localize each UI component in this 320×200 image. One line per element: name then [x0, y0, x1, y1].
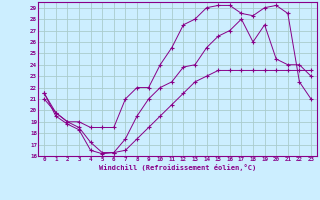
X-axis label: Windchill (Refroidissement éolien,°C): Windchill (Refroidissement éolien,°C): [99, 164, 256, 171]
